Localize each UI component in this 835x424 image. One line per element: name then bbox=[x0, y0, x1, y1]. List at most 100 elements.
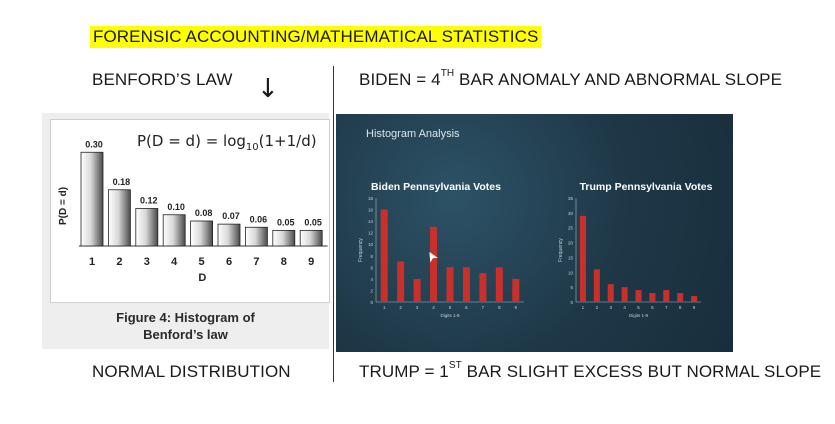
trump-x-tick: 4 bbox=[623, 305, 626, 310]
trump-y-tick: 30 bbox=[568, 211, 574, 216]
benford-bar bbox=[190, 220, 214, 247]
trump-bar bbox=[579, 215, 586, 302]
trump-x-tick: 7 bbox=[665, 305, 668, 310]
benford-x-tick: 9 bbox=[308, 256, 314, 268]
biden-y-tick: 2 bbox=[370, 288, 373, 293]
benford-x-tick: 6 bbox=[226, 256, 232, 268]
biden-y-tick: 10 bbox=[368, 242, 374, 247]
benford-bar-value: 0.07 bbox=[222, 211, 240, 221]
biden-bar bbox=[397, 261, 405, 302]
benford-x-tick: 2 bbox=[116, 256, 122, 268]
biden-y-tick: 8 bbox=[370, 254, 373, 259]
benford-law-label: BENFORD’S LAW bbox=[92, 70, 233, 89]
benford-bar bbox=[135, 208, 159, 247]
biden-chart-title: Biden Pennsylvania Votes bbox=[371, 181, 501, 193]
benford-formula: P(D = d) = log10(1+1/d) bbox=[137, 132, 317, 153]
biden-bar bbox=[462, 267, 470, 302]
biden-y-tick: 6 bbox=[370, 265, 373, 270]
biden-y-tick: 18 bbox=[368, 196, 374, 201]
benford-bar-value: 0.05 bbox=[277, 217, 295, 227]
biden-anomaly-label: BIDEN = 4TH BAR ANOMALY AND ABNORMAL SLO… bbox=[359, 68, 783, 89]
trump-y-label: Frequency bbox=[558, 238, 564, 262]
biden-y-tick: 4 bbox=[370, 277, 373, 282]
benford-x-label: D bbox=[198, 272, 206, 284]
benford-bar bbox=[80, 151, 104, 247]
trump-x-tick: 2 bbox=[596, 305, 599, 310]
biden-x-label: Digits 1-9 bbox=[440, 313, 460, 318]
biden-bar bbox=[495, 267, 503, 302]
histogram-panel-title: Histogram Analysis bbox=[366, 128, 460, 140]
trump-y-tick: 0 bbox=[570, 300, 573, 305]
benford-bar bbox=[108, 189, 131, 247]
biden-bar bbox=[413, 278, 421, 302]
benford-bar-value: 0.18 bbox=[113, 177, 131, 187]
trump-x-tick: 8 bbox=[679, 305, 682, 310]
biden-y-tick: 16 bbox=[368, 208, 374, 213]
trump-x-tick: 5 bbox=[637, 305, 640, 310]
biden-y-tick: 14 bbox=[368, 219, 374, 224]
trump-bar bbox=[649, 293, 656, 302]
trump-x-tick: 9 bbox=[693, 305, 696, 310]
benford-caption: Figure 4: Histogram of Benford’s law bbox=[116, 310, 255, 342]
trump-bar bbox=[607, 284, 614, 302]
trump-x-label: Digits 1-9 bbox=[629, 313, 649, 318]
biden-x-tick: 7 bbox=[482, 305, 485, 310]
trump-chart-title: Trump Pennsylvania Votes bbox=[580, 181, 713, 193]
benford-x-tick: 7 bbox=[253, 256, 259, 268]
divider-top bbox=[333, 66, 334, 98]
histogram-analysis-panel: Histogram Analysis Biden Pennsylvania Vo… bbox=[336, 114, 733, 352]
biden-bar bbox=[512, 278, 520, 302]
benford-x-tick: 3 bbox=[144, 256, 150, 268]
trump-bar bbox=[593, 269, 600, 302]
benford-bar-value: 0.30 bbox=[85, 139, 103, 149]
trump-y-tick: 15 bbox=[568, 255, 574, 260]
benford-panel: P(D = d) = log10(1+1/d) 0.30 1 0.18 2 0.12 3 0… bbox=[42, 113, 330, 349]
page-title: FORENSIC ACCOUNTING/MATHEMATICAL STATIST… bbox=[90, 26, 542, 48]
biden-x-tick: 9 bbox=[515, 305, 518, 310]
benford-bar bbox=[272, 229, 296, 247]
histogram-charts: Biden Pennsylvania Votes024681012141618F… bbox=[358, 181, 713, 318]
biden-bar bbox=[380, 209, 388, 302]
benford-bar bbox=[299, 229, 323, 247]
benford-bar-value: 0.05 bbox=[304, 217, 322, 227]
biden-bar bbox=[479, 273, 487, 302]
benford-bar-value: 0.08 bbox=[195, 208, 213, 218]
benford-bar bbox=[217, 223, 241, 247]
benford-x-tick: 4 bbox=[171, 256, 178, 268]
benford-x-tick: 8 bbox=[281, 256, 287, 268]
trump-bar bbox=[663, 290, 670, 302]
biden-y-tick: 12 bbox=[368, 231, 374, 236]
trump-x-tick: 3 bbox=[609, 305, 612, 310]
biden-bar bbox=[446, 267, 454, 302]
trump-y-tick: 25 bbox=[568, 226, 574, 231]
trump-bar bbox=[691, 296, 698, 302]
benford-bar-value: 0.06 bbox=[250, 214, 268, 224]
biden-x-tick: 6 bbox=[465, 305, 468, 310]
benford-bar-value: 0.10 bbox=[167, 202, 185, 212]
benford-y-label: P(D = d) bbox=[58, 187, 69, 225]
benford-bar bbox=[244, 226, 268, 247]
benford-bar-value: 0.12 bbox=[140, 196, 158, 206]
benford-bar bbox=[162, 214, 186, 247]
biden-x-tick: 2 bbox=[399, 305, 402, 310]
divider bbox=[333, 98, 334, 382]
trump-y-tick: 5 bbox=[570, 285, 573, 290]
benford-x-tick: 1 bbox=[89, 256, 95, 268]
trump-excess-label: TRUMP = 1ST BAR SLIGHT EXCESS BUT NORMAL… bbox=[359, 360, 822, 381]
trump-bar bbox=[677, 293, 684, 302]
down-arrow-icon: ↓ bbox=[257, 74, 279, 104]
biden-x-tick: 4 bbox=[432, 305, 435, 310]
biden-y-tick: 0 bbox=[370, 300, 373, 305]
benford-chart: 0.30 1 0.18 2 0.12 3 0.10 4 0.08 5 0.07 6 0.06 7 0.05 8… bbox=[58, 139, 328, 284]
biden-x-tick: 8 bbox=[498, 305, 501, 310]
biden-x-tick: 5 bbox=[449, 305, 452, 310]
trump-x-tick: 1 bbox=[582, 305, 585, 310]
biden-x-tick: 1 bbox=[383, 305, 386, 310]
normal-distribution-label: NORMAL DISTRIBUTION bbox=[92, 362, 291, 381]
biden-y-label: Frequency bbox=[358, 238, 364, 262]
trump-bar bbox=[621, 287, 628, 302]
trump-y-tick: 35 bbox=[568, 196, 574, 201]
trump-y-tick: 20 bbox=[568, 241, 574, 246]
biden-bar bbox=[430, 226, 438, 302]
trump-x-tick: 6 bbox=[651, 305, 654, 310]
